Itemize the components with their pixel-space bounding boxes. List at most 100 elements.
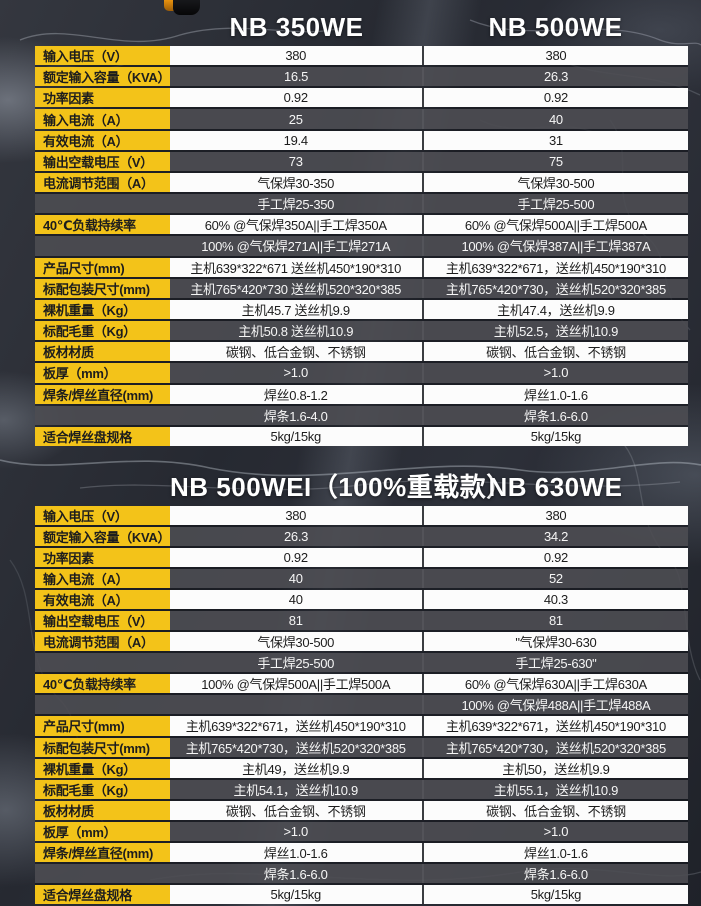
spec-value-cell-col1: 73 [169, 151, 422, 171]
spec-value-cell-col2: "气保焊30-630 [421, 632, 688, 652]
spec-row: 电流调节范围（A） 气保焊30-350 气保焊30-500 [35, 172, 688, 195]
spec-label-cell: 适合焊丝盘规格 [35, 426, 170, 446]
spec-value-cell-col1: 40 [169, 569, 422, 589]
spec-row: 额定输入容量（KVA） 16.5 26.3 [35, 67, 688, 89]
spec-value-cell-col1: 81 [169, 611, 422, 631]
spec-label-cell: 40℃负载持续率 [35, 674, 170, 694]
spec-value-cell-col2: 主机47.4，送丝机9.9 [421, 299, 688, 320]
spec-value-cell-col1: 0.92 [169, 548, 422, 568]
spec-value-cell-col2: 0.92 [421, 548, 688, 568]
spec-value-cell-col2: 焊丝1.0-1.6 [421, 842, 688, 862]
spec-row: 手工焊25-500 手工焊25-630" [35, 653, 688, 675]
spec-label-cell: 输入电流（A） [35, 109, 170, 129]
spec-value-cell-col1: 16.5 [170, 67, 423, 87]
spec-value-cell-col2: 主机639*322*671，送丝机450*190*310 [421, 257, 688, 277]
spec-row: 额定输入容量（KVA） 26.3 34.2 [35, 527, 688, 549]
spec-row: 标配包装尺寸(mm) 主机765*420*730，送丝机520*320*385 … [35, 737, 688, 759]
spec-label-cell [35, 236, 170, 256]
table2-header-row: NB 500WEI（100%重载款） NB 630WE [35, 470, 688, 504]
spec-value-cell-col2: 0.92 [421, 88, 688, 108]
spec-value-cell-col2: 主机52.5，送丝机10.9 [421, 321, 688, 341]
spec-label-cell: 板材材质 [35, 342, 170, 362]
spec-table-nb500wei-nb630we: NB 500WEI（100%重载款） NB 630WE 输入电压（V） 380 … [35, 472, 688, 904]
spec-value-cell-col1: 26.3 [170, 527, 423, 547]
machine-knob-image [160, 0, 202, 15]
spec-row: 板材材质 碳钢、低合金钢、不锈钢 碳钢、低合金钢、不锈钢 [35, 800, 688, 822]
spec-value-cell-col1: 焊丝0.8-1.2 [169, 384, 422, 404]
spec-value-cell-col2: 60% @气保焊500A||手工焊500A [421, 215, 688, 235]
spec-label-cell: 裸机重量（Kg） [35, 758, 170, 778]
spec-row: 输出空载电压（V） 73 75 [35, 151, 688, 173]
spec-value-cell-col1: 5kg/15kg [169, 426, 422, 446]
spec-value-cell-col2: 主机765*420*730，送丝机520*320*385 [421, 737, 688, 757]
spec-row: 板材材质 碳钢、低合金钢、不锈钢 碳钢、低合金钢、不锈钢 [35, 342, 688, 364]
spec-value-cell-col2: 主机50，送丝机9.9 [421, 758, 688, 778]
spec-row: 焊条/焊丝直径(mm) 焊丝1.0-1.6 焊丝1.0-1.6 [35, 842, 688, 864]
spec-row: 40℃负载持续率 60% @气保焊350A||手工焊350A 60% @气保焊5… [35, 215, 688, 237]
spec-label-cell: 输出空载电压（V） [35, 151, 170, 171]
spec-label-cell [35, 405, 170, 425]
spec-row: 输入电流（A） 40 52 [35, 569, 688, 591]
spec-row: 板厚（mm） >1.0 >1.0 [35, 363, 688, 385]
spec-label-cell: 功率因素 [35, 88, 170, 108]
spec-label-cell: 标配包装尺寸(mm) [35, 278, 170, 298]
spec-row: 功率因素 0.92 0.92 [35, 548, 688, 570]
spec-label-cell: 电流调节范围（A） [35, 172, 170, 193]
spec-row: 输入电流（A） 25 40 [35, 109, 688, 131]
spec-row: 100% @气保焊488A||手工焊488A [35, 695, 688, 717]
spec-label-cell: 有效电流（A） [35, 590, 170, 610]
spec-value-cell-col1: 380 [169, 46, 422, 66]
spec-value-cell-col1: 主机765*420*730 送丝机520*320*385 [169, 278, 422, 298]
spec-value-cell-col1: 焊条1.6-4.0 [169, 405, 422, 425]
spec-value-cell-col1: 焊丝1.0-1.6 [169, 842, 422, 862]
spec-row: 手工焊25-350 手工焊25-500 [35, 194, 688, 216]
spec-value-cell-col2: 75 [421, 151, 688, 171]
spec-row: 40℃负载持续率 100% @气保焊500A||手工焊500A 60% @气保焊… [35, 674, 688, 696]
spec-value-cell-col1: 25 [169, 109, 422, 129]
spec-label-cell: 适合焊丝盘规格 [35, 884, 170, 904]
spec-value-cell-col2: 手工焊25-630" [421, 653, 688, 673]
spec-value-cell-col2: >1.0 [421, 821, 688, 841]
spec-value-cell-col2: 40 [421, 109, 688, 129]
spec-value-cell-col2: 100% @气保焊387A||手工焊387A [421, 236, 688, 256]
spec-value-cell-col1: 主机50.8 送丝机10.9 [169, 321, 422, 341]
spec-value-cell-col1 [169, 695, 422, 715]
spec-value-cell-col2: 气保焊30-500 [421, 172, 688, 193]
spec-label-cell: 板材材质 [35, 800, 170, 820]
spec-label-cell: 功率因素 [35, 548, 170, 568]
spec-label-cell: 产品尺寸(mm) [35, 716, 170, 736]
spec-value-cell-col1: 主机45.7 送丝机9.9 [169, 299, 422, 320]
spec-value-cell-col2: >1.0 [421, 363, 688, 383]
spec-value-cell-col1: 40 [169, 590, 422, 610]
spec-label-cell: 标配毛重（Kg） [35, 321, 170, 341]
spec-table-nb350we-nb500we: NB 350WE NB 500WE 输入电压（V） 380 380 额定输入容量… [35, 12, 688, 446]
table1-header-row: NB 350WE NB 500WE [35, 10, 688, 44]
spec-value-cell-col2: 34.2 [422, 527, 688, 547]
spec-value-cell-col1: 100% @气保焊500A||手工焊500A [169, 674, 422, 694]
spec-value-cell-col1: 气保焊30-500 [169, 632, 422, 652]
spec-row: 有效电流（A） 19.4 31 [35, 130, 688, 152]
spec-value-cell-col1: 主机765*420*730，送丝机520*320*385 [169, 737, 422, 757]
spec-value-cell-col2: 60% @气保焊630A||手工焊630A [421, 674, 688, 694]
spec-value-cell-col1: 手工焊25-350 [169, 194, 422, 214]
spec-row: 输入电压（V） 380 380 [35, 506, 688, 528]
model-title-nb500we: NB 500WE [488, 12, 623, 42]
spec-value-cell-col2: 主机765*420*730，送丝机520*320*385 [421, 278, 688, 298]
knob-orange-part [164, 0, 179, 11]
spec-value-cell-col2: 100% @气保焊488A||手工焊488A [421, 695, 688, 715]
spec-label-cell: 40℃负载持续率 [35, 215, 170, 235]
spec-value-cell-col1: 碳钢、低合金钢、不锈钢 [169, 342, 422, 362]
spec-label-cell: 焊条/焊丝直径(mm) [35, 384, 170, 404]
spec-row: 输入电压（V） 380 380 [35, 46, 688, 68]
spec-value-cell-col1: 主机49，送丝机9.9 [169, 758, 422, 778]
spec-label-cell [35, 863, 170, 883]
table1-body: 输入电压（V） 380 380 额定输入容量（KVA） 16.5 26.3 功率… [35, 46, 688, 446]
spec-row: 裸机重量（Kg） 主机49，送丝机9.9 主机50，送丝机9.9 [35, 758, 688, 780]
spec-label-cell: 标配毛重（Kg） [35, 779, 170, 799]
spec-label-cell: 焊条/焊丝直径(mm) [35, 842, 170, 862]
spec-value-cell-col1: 380 [169, 506, 422, 526]
spec-label-cell: 输入电流（A） [35, 569, 170, 589]
spec-label-cell: 板厚（mm） [35, 821, 170, 841]
spec-value-cell-col2: 碳钢、低合金钢、不锈钢 [421, 342, 688, 362]
